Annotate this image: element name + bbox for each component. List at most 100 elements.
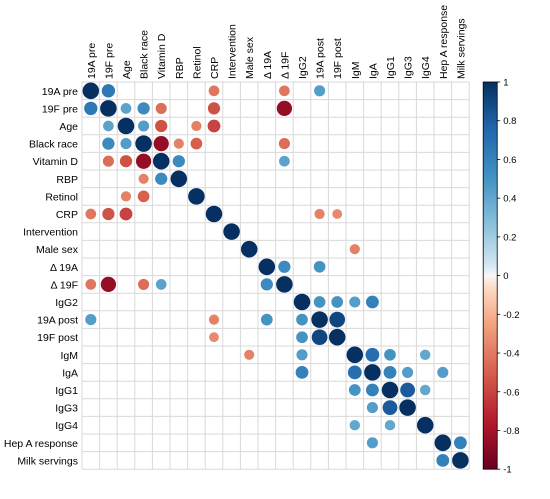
correlation-circle (208, 85, 220, 97)
correlation-circle (419, 384, 431, 396)
correlation-circle (258, 258, 276, 276)
correlation-circle (101, 84, 116, 98)
column-label: IgG2 (297, 56, 309, 79)
correlation-circle (120, 138, 132, 150)
correlation-circle (328, 328, 346, 346)
row-label: Hep A response (4, 438, 78, 450)
correlation-circle (120, 191, 132, 202)
row-label: 19A pre (42, 86, 78, 98)
correlation-circle (119, 155, 133, 168)
correlation-circle (347, 365, 362, 380)
correlation-circle (382, 400, 398, 415)
correlation-circle (120, 103, 132, 114)
correlation-circle (349, 419, 361, 431)
row-label: IgM (60, 350, 78, 362)
row-label: Retinol (45, 191, 78, 203)
correlation-circle (366, 437, 378, 449)
correlation-circle (205, 205, 223, 223)
correlation-circle (348, 384, 361, 396)
colorbar-tick-label: 0.4 (503, 194, 516, 205)
column-label: Black race (139, 30, 151, 79)
column-label: Age (121, 60, 133, 79)
row-label: Black race (29, 139, 78, 151)
correlation-circle (329, 311, 346, 328)
correlation-circle (311, 329, 328, 346)
column-labels: 19A pre 19F pre Age Black race Vitamin D RBP R… (86, 5, 468, 79)
correlation-circle (173, 138, 184, 149)
correlation-circle (102, 155, 114, 167)
correlation-circle (402, 366, 414, 378)
column-label: IgM (350, 61, 362, 79)
correlation-circle (240, 240, 258, 258)
correlation-circle (437, 366, 449, 378)
correlation-circle (155, 119, 168, 133)
row-label: Vitamin D (33, 156, 79, 168)
correlation-circle (399, 399, 416, 416)
correlation-circle (313, 260, 326, 273)
correlation-circle (416, 416, 434, 434)
correlation-circle (293, 293, 311, 311)
correlation-circle (349, 244, 360, 255)
column-label: IgA (367, 63, 379, 79)
correlation-circle (102, 137, 115, 150)
correlation-circle (434, 434, 452, 452)
correlation-circle (400, 382, 415, 398)
correlation-circle (260, 278, 273, 291)
correlation-circle (364, 364, 381, 381)
column-label: Male sex (244, 36, 256, 79)
correlation-circles (82, 82, 469, 469)
column-label: IgG1 (385, 56, 397, 79)
correlation-circle (276, 276, 293, 293)
row-label: IgG1 (55, 385, 78, 397)
column-label: Δ 19F (279, 52, 291, 79)
row-label: Age (59, 121, 78, 133)
correlation-circle (85, 279, 97, 290)
row-labels: 19A pre 19F pre Age Black race Vitamin D RBP R… (4, 86, 79, 468)
column-label: Δ 19A (262, 51, 274, 79)
row-label: CRP (56, 209, 78, 221)
row-label: Δ 19A (50, 262, 78, 274)
column-label: 19F pre (103, 43, 115, 79)
correlation-circle (84, 101, 98, 116)
correlation-circle (82, 82, 100, 100)
correlation-circle (452, 452, 469, 469)
correlation-circle (103, 120, 114, 132)
correlation-circle (436, 453, 450, 467)
correlation-circle (279, 155, 290, 167)
column-label: 19F post (332, 38, 344, 79)
colorbar-tick-label: -0.8 (503, 426, 519, 437)
colorbar-tick-label: -0.6 (503, 387, 519, 398)
row-label: 19F post (37, 332, 78, 344)
column-label: Vitamin D (156, 33, 168, 79)
correlation-circle (208, 314, 220, 325)
correlation-circle (172, 155, 185, 168)
colorbar-gradient (482, 81, 498, 470)
correlation-circle (188, 188, 205, 205)
correlation-circle (155, 172, 168, 185)
column-label: Intervention (227, 24, 239, 79)
correlation-circle (138, 120, 150, 132)
correlation-circle (244, 349, 255, 360)
column-label: Hep A response (438, 5, 450, 79)
column-label: Milk servings (455, 18, 467, 79)
correlation-circle (278, 138, 290, 150)
correlation-circle (365, 295, 379, 309)
row-label: RBP (56, 174, 78, 186)
row-label: Intervention (23, 227, 78, 239)
correlation-circle (137, 102, 150, 115)
colorbar-tick-label: -0.2 (503, 310, 519, 321)
correlation-circle (311, 311, 328, 328)
correlation-circle (209, 332, 219, 343)
correlation-circle (384, 348, 396, 361)
colorbar-tick-label: 1 (503, 78, 508, 89)
correlation-circle (138, 278, 150, 290)
correlation-circle (207, 102, 221, 115)
correlation-circle (346, 346, 364, 364)
correlation-circle (365, 347, 380, 362)
correlation-circle (383, 365, 397, 379)
row-label: Δ 19F (51, 279, 78, 291)
correlation-circle (332, 209, 343, 219)
correlation-circle (365, 383, 379, 397)
correlation-circle (314, 208, 325, 220)
